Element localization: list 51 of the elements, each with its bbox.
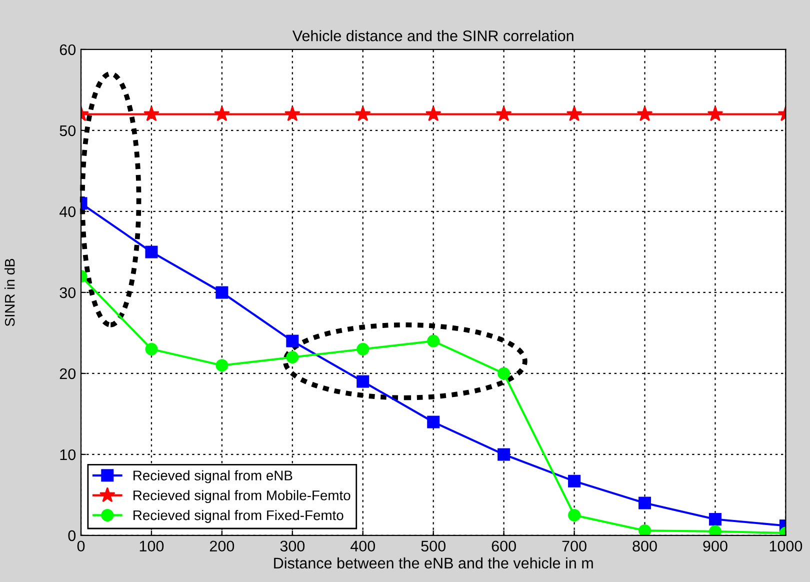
point: [568, 474, 581, 488]
point: [707, 106, 724, 122]
point: [568, 508, 581, 522]
point: [216, 286, 228, 299]
x-tick-label: 600: [492, 540, 516, 552]
y-tick-label: 10: [60, 449, 76, 460]
point: [144, 106, 160, 122]
point: [638, 524, 652, 536]
y-tick-label: 60: [60, 44, 76, 56]
point: [708, 512, 722, 526]
point: [356, 375, 370, 388]
point: [214, 106, 230, 122]
x-tick-label: 200: [210, 540, 234, 552]
x-tick-label: 300: [280, 540, 305, 552]
point: [638, 496, 652, 510]
x-tick-label: 800: [632, 540, 657, 552]
point: [356, 342, 370, 356]
y-tick-label: 30: [60, 287, 76, 298]
point: [145, 342, 158, 356]
point: [498, 448, 510, 461]
y-tick-label: 50: [60, 125, 76, 136]
y-tick-label: 20: [60, 368, 76, 380]
point: [286, 351, 299, 364]
legend-label: Recieved signal from Fixed-Femto: [134, 510, 344, 523]
point: [354, 106, 371, 122]
x-axis-title: Distance between the eNB and the vehicle in m: [274, 557, 593, 569]
chart-title: Vehicle distance and the SINR correlation: [292, 30, 574, 42]
y-axis-title: SINR in dB: [4, 258, 15, 326]
point: [427, 416, 440, 428]
legend-label: Recieved signal from eNB: [134, 470, 292, 484]
point: [566, 106, 582, 122]
point: [496, 106, 512, 122]
legend-label: Recieved signal from Mobile-Femto: [134, 490, 350, 504]
x-tick-label: 900: [703, 540, 728, 552]
point: [286, 334, 299, 348]
point: [636, 106, 653, 122]
point: [427, 334, 440, 348]
x-tick-label: 1000: [770, 540, 802, 552]
x-tick-label: 100: [140, 540, 164, 552]
y-tick-label: 40: [60, 206, 76, 218]
x-tick-label: 400: [350, 540, 376, 552]
point: [498, 367, 510, 380]
x-tick-label: 500: [421, 540, 446, 552]
point: [708, 525, 722, 536]
x-tick-label: 0: [77, 540, 85, 552]
point: [425, 106, 442, 122]
point: [284, 106, 300, 122]
y-tick-label: 0: [68, 530, 76, 542]
point: [145, 246, 158, 258]
x-tick-label: 700: [562, 540, 586, 552]
point: [216, 359, 228, 372]
